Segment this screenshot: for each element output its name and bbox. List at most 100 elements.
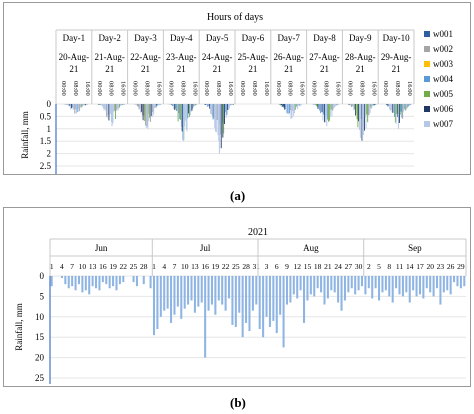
hour-tick-label: 00:00 — [239, 81, 246, 96]
date-label-part1: 28-Aug- — [345, 52, 376, 62]
rain-bar — [81, 276, 84, 293]
hour-tick-label: 00:00 — [382, 81, 389, 96]
rain-bar — [396, 104, 398, 114]
rain-bar — [356, 104, 358, 120]
rain-bar — [395, 276, 398, 289]
rain-bar — [63, 104, 65, 105]
rain-bar — [216, 104, 218, 121]
rain-bar — [138, 104, 140, 110]
rain-bar — [330, 276, 333, 291]
rain-bar — [392, 104, 394, 113]
rain-bar — [115, 276, 118, 291]
rain-bar — [119, 104, 121, 107]
rain-bar — [352, 104, 354, 107]
rain-bar — [294, 104, 296, 110]
rain-bar — [408, 276, 411, 303]
rain-bar — [366, 104, 368, 115]
rain-bar — [118, 104, 120, 109]
rain-bar — [172, 104, 174, 106]
rain-bar — [177, 104, 179, 122]
rain-bar — [112, 276, 115, 287]
rain-bar — [176, 104, 177, 111]
rain-bar — [292, 276, 295, 295]
rain-bar — [369, 104, 371, 113]
rain-bar — [373, 104, 375, 106]
rain-bar — [196, 104, 198, 105]
day-tick-label: 26 — [447, 262, 455, 271]
day-tick-label: 9 — [285, 262, 289, 271]
day-tick-label: 31 — [253, 262, 261, 271]
rain-bar — [255, 276, 258, 305]
rain-bar — [157, 104, 159, 106]
rain-bar — [282, 104, 284, 107]
rain-bar — [142, 276, 145, 285]
rain-bar — [329, 104, 331, 118]
hourly-rainfall-chart: Hours of days 0 0.5 1 1.5 2 2.5 Rainfall, mm Day… — [20, 12, 453, 174]
rain-bar — [182, 104, 184, 140]
rain-bar — [204, 104, 206, 105]
caption-b: (b) — [230, 395, 246, 410]
hour-tick-label: 08:00 — [358, 81, 365, 96]
rain-bar — [287, 104, 289, 114]
hour-tick-label: 08:00 — [394, 81, 401, 96]
chart-a-title: Hours of days — [207, 12, 263, 23]
date-label-part1: 27-Aug- — [309, 52, 340, 62]
rain-bar — [123, 104, 125, 105]
rain-bar — [409, 104, 411, 106]
rain-bar — [113, 104, 115, 112]
date-label-part2: 21 — [69, 64, 78, 74]
rain-bar — [374, 276, 377, 289]
rain-bar — [354, 276, 357, 295]
rain-bar — [227, 276, 231, 299]
rain-bar — [402, 104, 404, 119]
legend-label: w003 — [433, 59, 453, 69]
rain-bar — [324, 104, 326, 123]
rain-bar — [331, 104, 333, 117]
rain-bar-peak — [111, 104, 113, 127]
hour-tick-label: 16:00 — [191, 81, 198, 96]
rain-bar — [193, 276, 196, 313]
legend-swatch — [424, 106, 430, 112]
rain-bar — [66, 104, 68, 106]
rain-bar — [214, 276, 217, 315]
rain-bar — [285, 276, 289, 305]
rain-bar — [228, 104, 230, 110]
rain-bar — [100, 104, 102, 105]
day-tick-label: 22 — [222, 262, 230, 271]
hour-tick-label: 00:00 — [203, 81, 210, 96]
rain-bar — [407, 104, 409, 107]
legend-swatch — [424, 61, 430, 67]
rain-bar — [350, 104, 352, 108]
rain-bar-peak — [362, 104, 364, 142]
rain-bar — [385, 104, 387, 105]
rain-bar — [326, 276, 329, 299]
rain-bar — [141, 104, 142, 112]
rain-bar — [439, 276, 442, 305]
rain-bar — [296, 276, 299, 299]
rain-bar — [184, 104, 186, 121]
rain-bar — [193, 104, 195, 107]
rain-bar — [386, 104, 388, 106]
rain-bar — [298, 104, 299, 106]
rain-bar — [207, 104, 209, 107]
day-tick-label: 7 — [70, 262, 74, 271]
rain-bar — [152, 104, 154, 113]
rain-bar — [158, 104, 160, 106]
rain-bar — [391, 276, 394, 303]
rain-bar — [224, 104, 225, 124]
rain-bar — [400, 104, 402, 112]
rain-bar — [405, 276, 408, 293]
rain-bar — [224, 104, 226, 113]
rain-bar — [227, 104, 229, 110]
rain-bar — [168, 104, 170, 105]
rain-bar — [363, 104, 365, 135]
rain-bar — [278, 104, 280, 105]
rain-bar — [176, 276, 179, 307]
day-tick-label: 1 — [152, 262, 156, 271]
day-tick-label: 25 — [232, 262, 240, 271]
rain-bar — [315, 104, 317, 106]
rain-bar — [300, 104, 302, 105]
year-label: 2021 — [248, 227, 268, 238]
rain-bar — [299, 104, 301, 107]
day-tick-label: 25 — [130, 262, 138, 271]
